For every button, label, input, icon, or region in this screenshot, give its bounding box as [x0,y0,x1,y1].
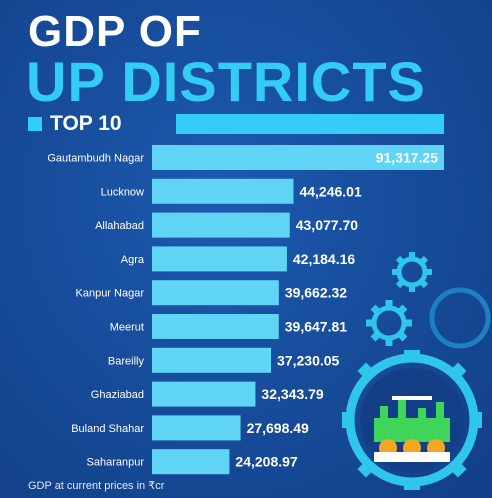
outline-gear-icon [429,287,491,349]
bar-8 [152,415,241,441]
category-label-6: Bareilly [108,355,145,367]
value-label-7: 32,343.79 [261,386,323,402]
category-label-1: Lucknow [101,186,144,198]
title-line-2: UP DISTRICTS [26,50,426,113]
bar-9 [152,449,230,475]
value-label-4: 39,662.32 [285,285,347,301]
value-label-8: 27,698.49 [247,420,309,436]
bar-4 [152,280,279,306]
category-label-7: Ghaziabad [91,389,144,401]
value-label-5: 39,647.81 [285,319,347,335]
small-gear-icon [392,252,432,292]
category-label-4: Kanpur Nagar [76,288,145,300]
medium-gear-icon [366,300,412,346]
category-label-2: Allahabad [95,220,144,232]
value-label-3: 42,184.16 [293,251,355,267]
section-header: TOP 10 [28,112,444,135]
category-label-9: Saharanpur [87,457,145,469]
large-gear-icon [342,350,482,490]
value-label-0: 91,317.25 [376,150,438,166]
bar-0 [152,145,444,170]
bar-5 [152,314,279,339]
footnote: GDP at current prices in ₹cr [28,480,165,492]
bar-3 [152,246,287,272]
category-label-5: Meerut [110,322,144,334]
bar-7 [152,381,256,407]
section-label: TOP 10 [50,112,122,135]
value-label-9: 24,208.97 [235,454,297,470]
value-label-2: 43,077.70 [296,217,358,233]
value-label-6: 37,230.05 [277,352,339,368]
bar-1 [152,178,294,204]
category-label-3: Agra [121,254,145,266]
industry-icon [374,396,450,462]
category-label-8: Buland Shahar [71,423,144,435]
bar-2 [152,212,290,238]
section-rule [176,114,444,134]
category-label-0: Gautambudh Nagar [47,153,144,165]
value-label-1: 44,246.01 [299,183,361,199]
section-square-marker [28,117,42,131]
bar-6 [152,347,272,373]
title-line-1: GDP OF [28,7,202,56]
